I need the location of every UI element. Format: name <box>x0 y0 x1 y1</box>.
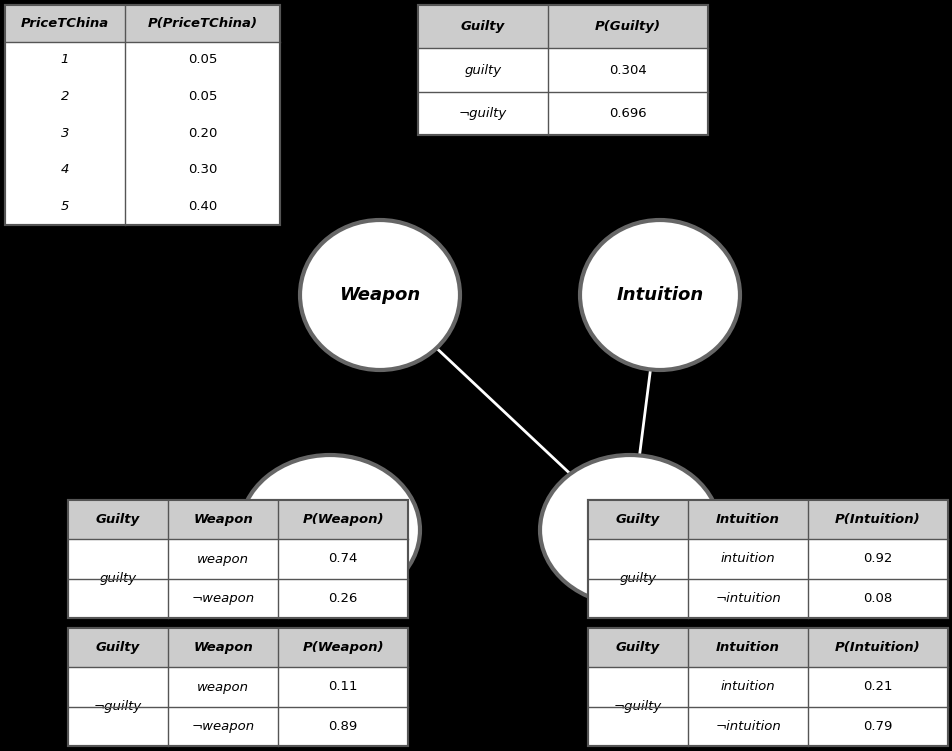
Text: 0.26: 0.26 <box>328 592 357 605</box>
FancyBboxPatch shape <box>587 628 947 668</box>
Text: ¬weapon: ¬weapon <box>191 592 254 605</box>
Text: Guilty: Guilty <box>461 20 505 33</box>
Text: Intuition: Intuition <box>616 286 703 304</box>
Text: Weapon: Weapon <box>339 286 420 304</box>
Text: Guilty: Guilty <box>615 641 660 654</box>
FancyBboxPatch shape <box>68 500 407 618</box>
FancyBboxPatch shape <box>587 500 947 618</box>
Text: 3: 3 <box>61 127 69 140</box>
Text: PriceTChina: PriceTChina <box>269 521 389 539</box>
Text: Intuition: Intuition <box>715 513 779 526</box>
Text: 0.21: 0.21 <box>863 680 892 693</box>
Text: P(PriceTChina): P(PriceTChina) <box>148 17 257 30</box>
Text: 5: 5 <box>61 201 69 213</box>
Text: Guilty: Guilty <box>615 513 660 526</box>
Text: P(Weapon): P(Weapon) <box>302 513 384 526</box>
Text: ¬intuition: ¬intuition <box>714 592 780 605</box>
Text: 0.696: 0.696 <box>608 107 646 120</box>
Text: 2: 2 <box>61 90 69 103</box>
Text: 0.11: 0.11 <box>327 680 357 693</box>
Text: Weapon: Weapon <box>193 513 252 526</box>
Text: Weapon: Weapon <box>193 641 252 654</box>
Text: ¬guilty: ¬guilty <box>613 700 662 713</box>
Text: 1: 1 <box>61 53 69 67</box>
FancyBboxPatch shape <box>68 628 407 668</box>
Text: ¬weapon: ¬weapon <box>191 719 254 733</box>
Text: weapon: weapon <box>197 680 248 693</box>
Ellipse shape <box>240 455 420 605</box>
Ellipse shape <box>580 220 739 370</box>
Text: ¬guilty: ¬guilty <box>94 700 142 713</box>
Text: 0.74: 0.74 <box>328 553 357 566</box>
Text: P(Intuition): P(Intuition) <box>834 513 920 526</box>
Text: intuition: intuition <box>720 553 775 566</box>
Text: 0.40: 0.40 <box>188 201 217 213</box>
FancyBboxPatch shape <box>418 5 707 135</box>
Text: 0.79: 0.79 <box>863 719 892 733</box>
Text: P(Weapon): P(Weapon) <box>302 641 384 654</box>
Text: Intuition: Intuition <box>715 641 779 654</box>
Ellipse shape <box>540 455 720 605</box>
Text: 0.08: 0.08 <box>863 592 892 605</box>
Text: Guilty: Guilty <box>599 521 660 539</box>
FancyBboxPatch shape <box>5 5 280 225</box>
Text: 0.05: 0.05 <box>188 53 217 67</box>
FancyBboxPatch shape <box>587 628 947 746</box>
Text: Guilty: Guilty <box>96 513 140 526</box>
Text: 0.304: 0.304 <box>608 64 646 77</box>
Text: 0.89: 0.89 <box>328 719 357 733</box>
Text: PriceTChina: PriceTChina <box>21 17 109 30</box>
Text: guilty: guilty <box>464 64 501 77</box>
Text: 0.92: 0.92 <box>863 553 892 566</box>
Text: intuition: intuition <box>720 680 775 693</box>
Text: 0.30: 0.30 <box>188 164 217 176</box>
Text: 0.05: 0.05 <box>188 90 217 103</box>
Text: guilty: guilty <box>99 572 136 585</box>
Text: guilty: guilty <box>619 572 656 585</box>
FancyBboxPatch shape <box>5 5 280 41</box>
FancyBboxPatch shape <box>587 500 947 539</box>
Text: P(Intuition): P(Intuition) <box>834 641 920 654</box>
Text: ¬guilty: ¬guilty <box>459 107 506 120</box>
Text: Guilty: Guilty <box>96 641 140 654</box>
Text: weapon: weapon <box>197 553 248 566</box>
Text: P(Guilty): P(Guilty) <box>594 20 661 33</box>
Text: 0.20: 0.20 <box>188 127 217 140</box>
Text: 4: 4 <box>61 164 69 176</box>
FancyBboxPatch shape <box>68 500 407 539</box>
Text: ¬intuition: ¬intuition <box>714 719 780 733</box>
Ellipse shape <box>300 220 460 370</box>
FancyBboxPatch shape <box>418 5 707 48</box>
FancyBboxPatch shape <box>68 628 407 746</box>
